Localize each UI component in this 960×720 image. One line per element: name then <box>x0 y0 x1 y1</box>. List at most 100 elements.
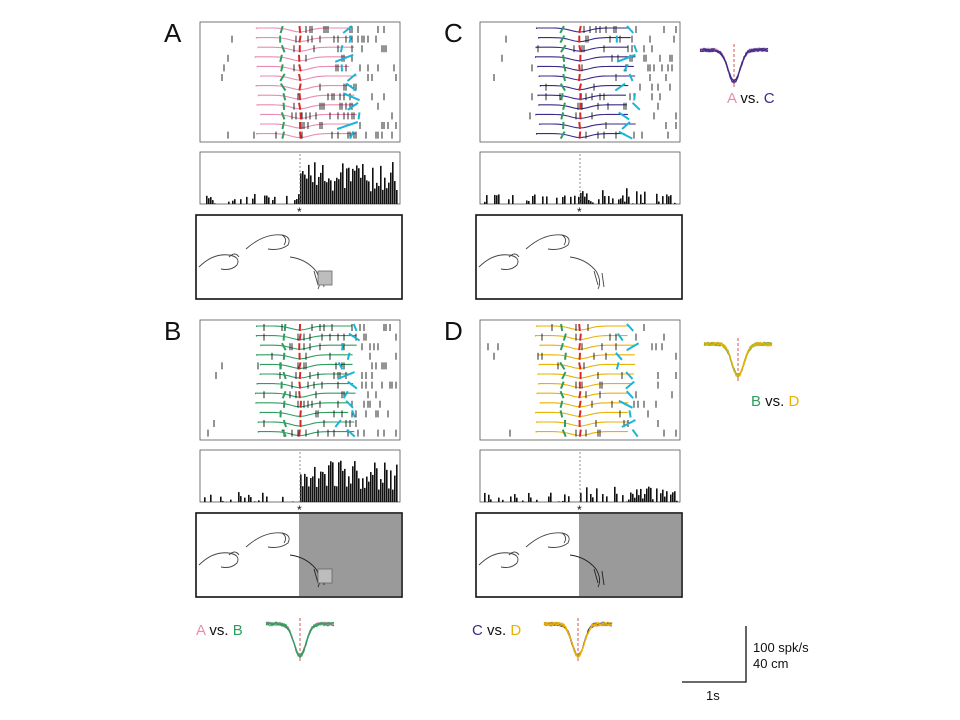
event-marker-red <box>579 333 582 341</box>
event-marker-green <box>281 390 287 399</box>
event-marker-cyan <box>337 361 344 370</box>
histogram-bar <box>666 194 668 204</box>
trial-trace <box>538 383 631 389</box>
histogram-bar <box>394 181 396 204</box>
histogram-bar <box>210 197 212 204</box>
histogram-bar <box>330 180 332 204</box>
histogram-bar <box>338 179 340 204</box>
event-marker-cyan <box>621 121 631 130</box>
comparison-left: C <box>472 622 483 639</box>
histogram-bar <box>328 465 330 502</box>
histogram-bar <box>638 495 640 502</box>
histogram-bar <box>376 182 378 204</box>
event-marker-cyan <box>625 390 634 399</box>
event-marker-cyan <box>348 332 361 342</box>
event-marker-green <box>279 83 287 92</box>
histogram-bar <box>602 494 604 502</box>
event-marker-cyan <box>346 428 356 438</box>
histogram-bar <box>234 199 236 204</box>
comparison-left: A <box>196 622 206 639</box>
histogram-bar <box>646 488 648 502</box>
comparison-b-vs-d: B vs. D <box>751 393 799 410</box>
histogram-bar <box>652 499 654 502</box>
event-marker-cyan <box>348 35 353 43</box>
histogram-bar <box>612 198 614 204</box>
event-marker-green <box>560 323 564 332</box>
event-marker-green <box>281 429 287 438</box>
trial-trace <box>538 75 636 81</box>
histogram-bar <box>388 182 390 204</box>
histogram-bar <box>258 500 260 502</box>
histogram-bar <box>486 195 488 204</box>
histogram-bar <box>304 174 306 204</box>
panel-d: * <box>475 319 683 598</box>
histogram-bar <box>362 163 364 204</box>
event-marker-cyan <box>631 102 641 111</box>
trial-trace <box>255 392 356 398</box>
event-marker-cyan <box>341 343 344 351</box>
histogram-bar <box>344 188 346 204</box>
histogram-bar <box>626 501 628 502</box>
histogram-bar <box>358 168 360 204</box>
histogram-bar <box>356 470 358 502</box>
target-object-cube <box>317 270 333 286</box>
histogram-bar <box>374 462 376 502</box>
histogram-bar <box>344 468 346 502</box>
event-marker-red <box>578 45 582 53</box>
event-marker-green <box>560 381 565 389</box>
histogram-bar <box>310 175 312 204</box>
histogram-bar <box>334 485 336 502</box>
event-marker-cyan <box>616 53 636 63</box>
histogram-bar <box>206 195 208 204</box>
histogram-bar <box>630 492 632 502</box>
histogram-bar <box>372 167 374 204</box>
histogram-bar <box>498 497 500 502</box>
event-marker-green <box>562 64 567 72</box>
trial-trace <box>256 383 354 389</box>
trial-trace <box>539 123 636 129</box>
histogram-bar <box>662 196 664 204</box>
histogram-bar <box>622 195 624 204</box>
histogram-bar <box>578 196 580 204</box>
event-marker-red <box>299 410 302 418</box>
alignment-star: * <box>297 205 302 219</box>
event-marker-cyan <box>357 112 361 120</box>
histogram-bar <box>248 494 250 502</box>
event-marker-green <box>282 371 287 380</box>
event-marker-cyan <box>633 44 638 53</box>
event-marker-red <box>298 391 301 399</box>
histogram-bar <box>240 496 242 502</box>
panel-c: * <box>475 21 683 300</box>
histogram-bar <box>302 486 304 502</box>
histogram-bar <box>392 162 394 204</box>
histogram-bar <box>306 178 308 204</box>
histogram-bar <box>634 497 636 502</box>
event-marker-red <box>578 352 582 360</box>
event-marker-red <box>298 131 302 139</box>
comparison-a-vs-b: A vs. B <box>196 622 243 639</box>
histogram-bar <box>312 182 314 204</box>
histogram-bar <box>230 499 232 502</box>
histogram-bar <box>346 486 348 502</box>
trial-trace <box>259 411 349 417</box>
event-marker-red <box>298 83 302 91</box>
histogram-bar <box>534 194 536 204</box>
histogram-bar <box>604 196 606 204</box>
comparison-right: D <box>788 393 800 410</box>
hand-reach-sketch <box>245 532 290 548</box>
histogram-bar <box>268 197 270 204</box>
hand-reach-sketch <box>525 532 570 548</box>
inset-a-vs-b <box>265 618 335 662</box>
panel-label-d: D <box>444 316 463 346</box>
histogram-bar <box>628 196 630 204</box>
event-marker-cyan <box>618 111 630 121</box>
histogram-bar <box>644 494 646 502</box>
event-marker-cyan <box>334 53 354 63</box>
event-marker-green <box>561 429 567 438</box>
trial-trace <box>260 113 357 119</box>
trial-trace <box>535 27 629 33</box>
histogram-bar <box>512 195 514 204</box>
histogram-bar <box>314 466 316 502</box>
event-marker-red <box>298 73 302 82</box>
event-marker-cyan <box>628 410 632 418</box>
